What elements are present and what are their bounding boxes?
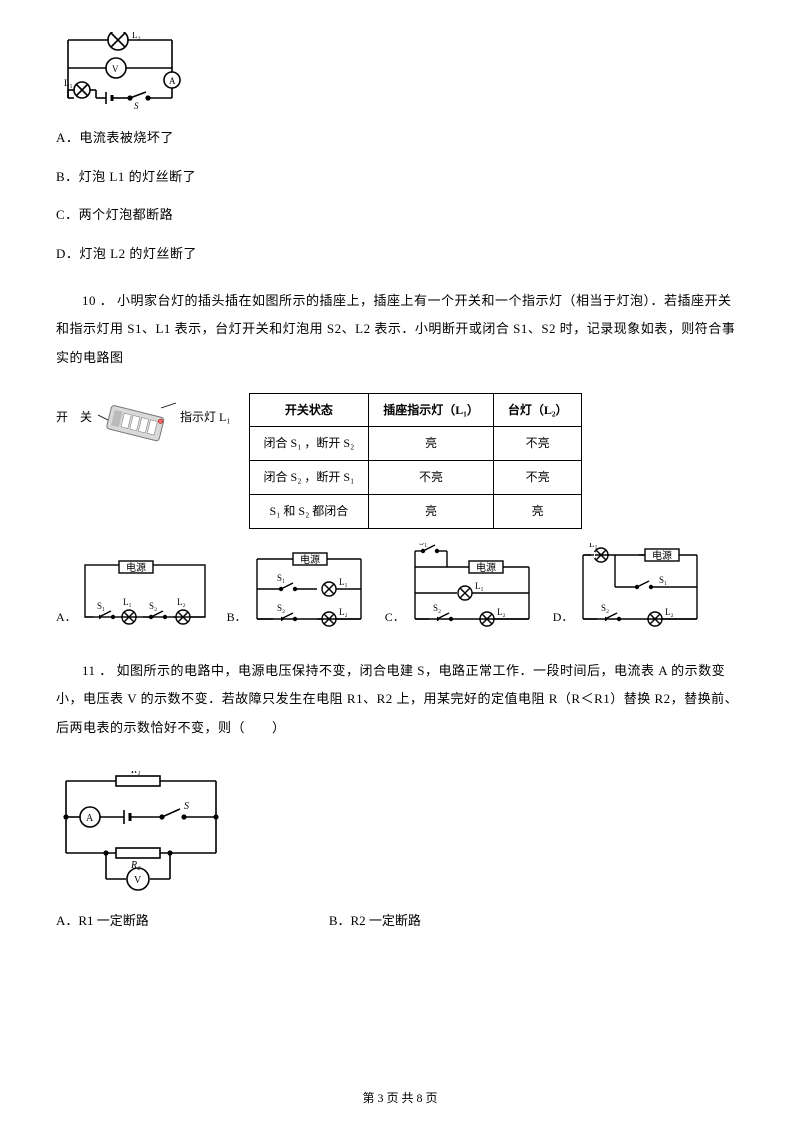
q10-question: 10 ． 小明家台灯的插头插在如图所示的插座上，插座上有一个开关和一个指示灯（相… [56,287,744,373]
q10-svg-d: 电源 L₁ S₁ S₂ L₂ [575,543,705,629]
q10-letter-d: D． [553,606,574,629]
q11-number: 11 ． [82,663,113,678]
svg-text:S₁: S₁ [659,575,667,585]
svg-text:L₁: L₁ [123,597,132,607]
svg-text:V: V [112,64,119,74]
svg-text:V: V [134,875,142,886]
svg-text:S: S [184,801,189,812]
q10-choice-a: A． 电源 S₁ L₁ S₂ L₂ [56,559,211,629]
q10-svg-b: 电源 S₁ L₁ S₂ L₂ [249,551,369,629]
q11-circuit-diagram: R₁ A S R₂ V [56,771,744,891]
q10-text: 小明家台灯的插头插在如图所示的插座上，插座上有一个开关和一个指示灯（相当于灯泡）… [56,293,735,365]
svg-text:S₂: S₂ [277,603,285,613]
q9-svg: L₂ A V L₁ S [56,32,184,112]
power-strip-svg [94,393,178,443]
svg-text:L₂: L₂ [132,32,141,40]
q10-svg-c: S₁ 电源 L₁ S₂ L₂ [407,543,537,629]
svg-text:电源: 电源 [652,549,672,562]
q9-option-a: A．电流表被烧坏了 [56,126,744,151]
q9-option-b: B．灯泡 L1 的灯丝断了 [56,165,744,190]
q11-question: 11 ． 如图所示的电路中，电源电压保持不变，闭合电建 S，电路正常工作．一段时… [56,657,744,743]
q10-th2: 插座指示灯（L₁） [369,393,494,427]
q10-th1: 开关状态 [249,393,369,427]
q10-letter-b: B． [227,606,247,629]
indicator-label: 指示灯 L₁ [180,406,231,429]
q10-r3c1: S₁ 和 S₂ 都闭合 [249,494,369,528]
q10-choices: A． 电源 S₁ L₁ S₂ L₂ B． [56,543,744,629]
q10-table: 开关状态 插座指示灯（L₁） 台灯（L₂） 闭合 S₁ ，断开 S₂ 亮 不亮 … [249,393,583,529]
q10-r1c1: 闭合 S₁ ，断开 S₂ [249,427,369,461]
svg-text:电源: 电源 [126,561,146,574]
q10-r3c3: 亮 [493,494,582,528]
svg-text:L₂: L₂ [665,607,674,617]
q10-choice-c: C． S₁ 电源 L₁ S₂ L₂ [385,543,537,629]
q10-th3: 台灯（L₂） [493,393,582,427]
q10-letter-c: C． [385,606,405,629]
q10-choice-d: D． 电源 L₁ S₁ S₂ L₂ [553,543,706,629]
q10-r2c3: 不亮 [493,461,582,495]
q10-r3c2: 亮 [369,494,494,528]
q10-choice-b: B． 电源 S₁ L₁ S₂ L₂ [227,551,369,629]
svg-text:S₁: S₁ [419,543,427,547]
svg-text:R₁: R₁ [130,771,141,776]
q10-r2c1: 闭合 S₂ ，断开 S₁ [249,461,369,495]
q11-options-row: A．R1 一定断路 B．R2 一定断路 [56,909,744,934]
svg-text:A: A [169,76,176,86]
svg-text:L₁: L₁ [475,581,484,591]
q9-circuit-diagram: L₂ A V L₁ S [56,32,744,112]
q10-letter-a: A． [56,606,77,629]
svg-text:电源: 电源 [300,553,320,566]
switch-label: 开 关 [56,406,92,429]
q10-power-strip-figure: 开 关 指示灯 L₁ [56,393,231,443]
svg-text:S₂: S₂ [601,603,609,613]
svg-text:S₂: S₂ [149,601,157,611]
svg-text:S₁: S₁ [97,601,105,611]
svg-text:S: S [134,101,139,111]
page-footer: 第 3 页 共 8 页 [0,1087,800,1110]
q10-r1c3: 不亮 [493,427,582,461]
q11-text: 如图所示的电路中，电源电压保持不变，闭合电建 S，电路正常工作．一段时间后，电流… [56,663,738,735]
svg-text:L₁: L₁ [589,543,598,549]
q10-number: 10 ． [82,293,113,308]
svg-text:L₂: L₂ [339,607,348,617]
q11-svg: R₁ A S R₂ V [56,771,226,891]
svg-text:A: A [86,813,94,824]
q10-r2c2: 不亮 [369,461,494,495]
q11-option-b: B．R2 一定断路 [329,909,421,934]
svg-text:L₁: L₁ [64,78,73,88]
svg-text:L₁: L₁ [339,577,348,587]
svg-text:S₂: S₂ [433,603,441,613]
svg-text:L₂: L₂ [497,607,506,617]
svg-text:电源: 电源 [476,561,496,574]
svg-text:L₂: L₂ [177,597,186,607]
q9-option-c: C．两个灯泡都断路 [56,203,744,228]
q10-svg-a: 电源 S₁ L₁ S₂ L₂ [79,559,211,629]
q11-option-a: A．R1 一定断路 [56,909,149,934]
q10-figure-row: 开 关 指示灯 L₁ 开关状态 插座指示灯（L₁） [56,393,744,529]
q9-option-d: D．灯泡 L2 的灯丝断了 [56,242,744,267]
svg-text:S₁: S₁ [277,573,285,583]
q10-r1c2: 亮 [369,427,494,461]
